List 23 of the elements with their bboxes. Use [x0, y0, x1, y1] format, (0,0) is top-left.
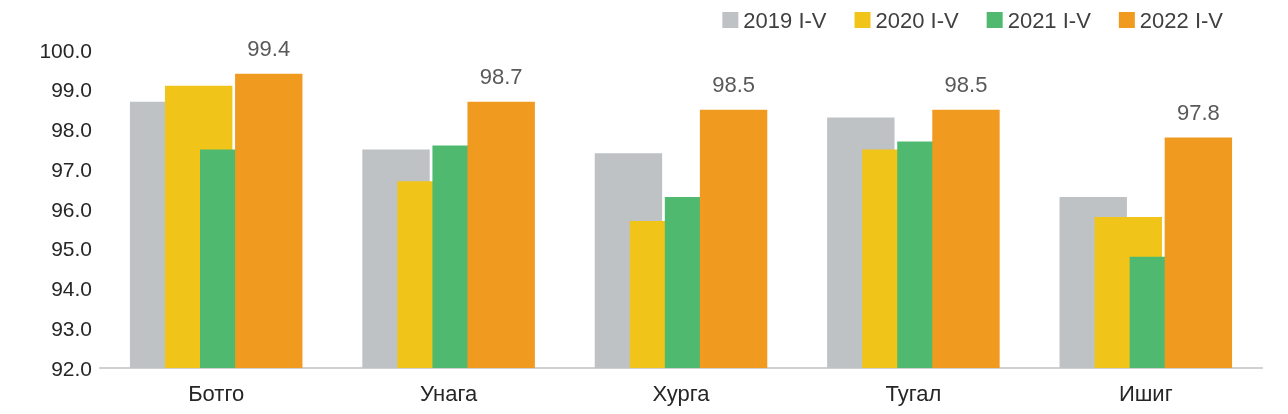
x-tick-label: Ишиг: [1118, 380, 1173, 406]
y-tick-label: 100.0: [39, 38, 92, 62]
y-tick-label: 98.0: [51, 118, 92, 141]
legend-label: 2020 I-V: [875, 7, 959, 33]
legend-label: 2021 I-V: [1007, 7, 1092, 33]
data-label: 99.4: [247, 36, 291, 62]
y-tick-label: 95.0: [51, 237, 92, 261]
data-label: 97.8: [1176, 99, 1220, 125]
data-label: 98.5: [944, 72, 988, 98]
y-tick-label: 97.0: [51, 157, 92, 181]
x-tick-label: Хурга: [652, 380, 711, 406]
legend-label: 2019 I-V: [743, 7, 827, 33]
x-tick-label: Ботго: [188, 380, 245, 406]
x-tick-label: Унага: [420, 380, 478, 406]
y-tick-label: 96.0: [51, 197, 92, 221]
data-label: 98.5: [712, 72, 755, 98]
y-tick-label: 92.0: [51, 356, 92, 380]
y-tick-label: 99.0: [51, 78, 92, 102]
legend-label: 2022 I-V: [1139, 7, 1224, 33]
x-tick-label: Тугал: [885, 380, 942, 406]
y-tick-label: 93.0: [51, 316, 92, 340]
y-tick-label: 94.0: [51, 277, 92, 300]
data-label: 98.7: [479, 64, 523, 90]
